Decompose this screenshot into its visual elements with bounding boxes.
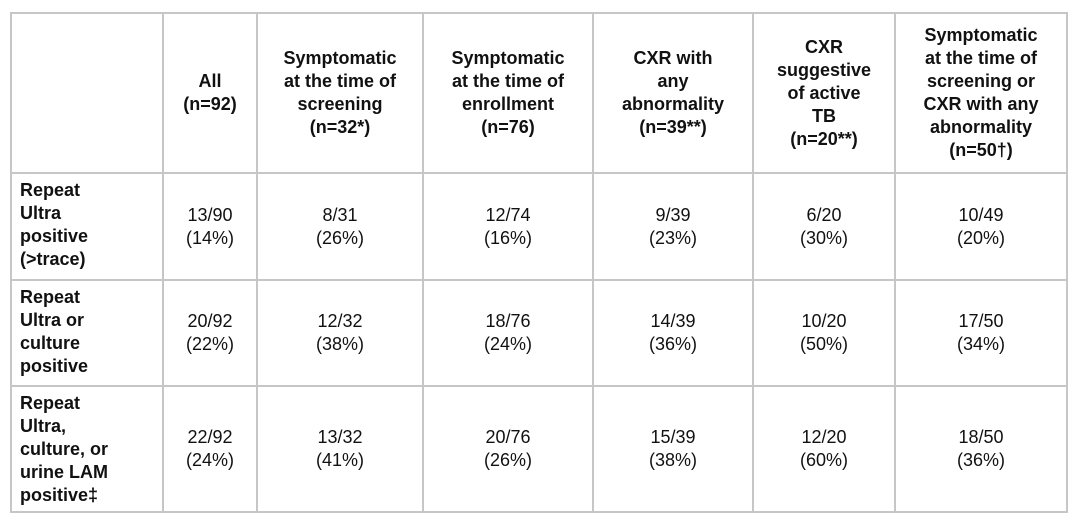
col-header-symptomatic-enrollment: Symptomatic at the time of enrollment (n… [422, 12, 594, 174]
data-cell: 14/39 (36%) [592, 279, 754, 387]
col-header-all: All (n=92) [162, 12, 258, 174]
table-row-repeat-ultra-culture-lam: Repeat Ultra, culture, or urine LAM posi… [10, 385, 1068, 513]
results-table-container: All (n=92) Symptomatic at the time of sc… [10, 12, 1068, 513]
data-cell: 15/39 (38%) [592, 385, 754, 513]
col-header-symptomatic-screening: Symptomatic at the time of screening (n=… [256, 12, 424, 174]
data-cell: 13/90 (14%) [162, 172, 258, 281]
data-cell: 6/20 (30%) [752, 172, 896, 281]
data-cell: 10/49 (20%) [894, 172, 1068, 281]
row-label-repeat-ultra-positive: Repeat Ultra positive (>trace) [10, 172, 164, 281]
data-cell: 12/20 (60%) [752, 385, 896, 513]
row-label-repeat-ultra-or-culture: Repeat Ultra or culture positive [10, 279, 164, 387]
data-cell: 10/20 (50%) [752, 279, 896, 387]
header-row: All (n=92) Symptomatic at the time of sc… [10, 12, 1068, 174]
data-cell: 13/32 (41%) [256, 385, 424, 513]
corner-cell [10, 12, 164, 174]
table-row-repeat-ultra-or-culture: Repeat Ultra or culture positive 20/92 (… [10, 279, 1068, 387]
data-cell: 20/76 (26%) [422, 385, 594, 513]
col-header-cxr-any-abnormality: CXR with any abnormality (n=39**) [592, 12, 754, 174]
data-cell: 8/31 (26%) [256, 172, 424, 281]
col-header-cxr-active-tb: CXR suggestive of active TB (n=20**) [752, 12, 896, 174]
data-cell: 17/50 (34%) [894, 279, 1068, 387]
data-cell: 20/92 (22%) [162, 279, 258, 387]
row-label-repeat-ultra-culture-lam: Repeat Ultra, culture, or urine LAM posi… [10, 385, 164, 513]
data-cell: 18/50 (36%) [894, 385, 1068, 513]
data-cell: 9/39 (23%) [592, 172, 754, 281]
data-cell: 18/76 (24%) [422, 279, 594, 387]
col-header-symptomatic-or-cxr: Symptomatic at the time of screening or … [894, 12, 1068, 174]
data-cell: 22/92 (24%) [162, 385, 258, 513]
table-row-repeat-ultra-positive: Repeat Ultra positive (>trace) 13/90 (14… [10, 172, 1068, 281]
data-cell: 12/32 (38%) [256, 279, 424, 387]
results-table: All (n=92) Symptomatic at the time of sc… [10, 12, 1068, 513]
data-cell: 12/74 (16%) [422, 172, 594, 281]
